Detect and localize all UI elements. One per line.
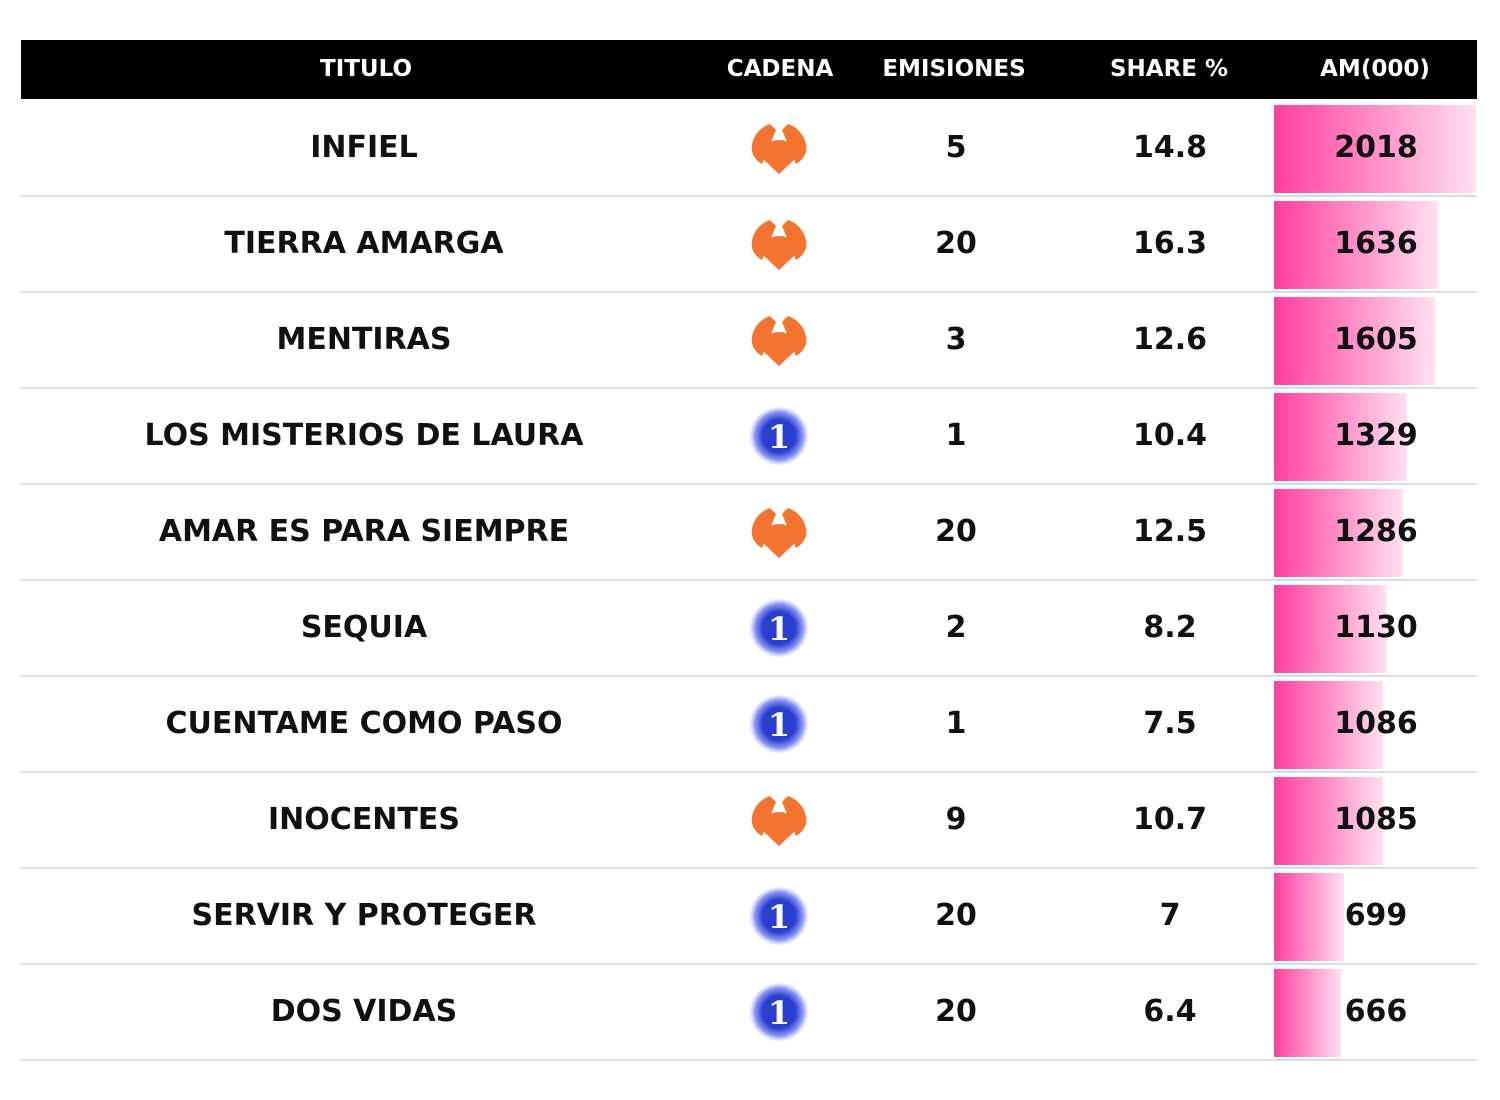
- cell-emisiones: 5: [945, 130, 967, 165]
- table-row: SEQUIA 1 2 8.2 1130: [21, 581, 1477, 677]
- cell-emisiones: 3: [945, 322, 967, 357]
- table-row: DOS VIDAS 1 20 6.4 666: [21, 965, 1477, 1061]
- cell-am: 666: [1344, 994, 1408, 1029]
- antena3-logo-icon: [748, 502, 810, 562]
- la1-logo-icon: 1: [748, 598, 810, 658]
- row-divider: [21, 867, 1477, 869]
- table-row: INFIEL 5 14.8 2018: [21, 101, 1477, 197]
- cell-emisiones: 1: [945, 706, 967, 741]
- cell-share: 8.2: [1143, 610, 1197, 645]
- cell-share: 7.5: [1143, 706, 1197, 741]
- cell-emisiones: 20: [935, 226, 977, 261]
- am-bar: [1274, 585, 1387, 673]
- cell-titulo: INFIEL: [310, 130, 418, 165]
- cell-am: 1086: [1334, 706, 1418, 741]
- table-row: MENTIRAS 3 12.6 1605: [21, 293, 1477, 389]
- cell-titulo: DOS VIDAS: [270, 994, 458, 1029]
- header-share: SHARE %: [1109, 56, 1229, 82]
- am-bar: [1274, 873, 1344, 961]
- am-bar: [1274, 105, 1476, 193]
- la1-logo-icon: 1: [748, 982, 810, 1042]
- cell-share: 12.5: [1132, 514, 1208, 549]
- cell-emisiones: 1: [945, 418, 967, 453]
- cell-am: 1636: [1334, 226, 1418, 261]
- antena3-logo-icon: [748, 790, 810, 850]
- cell-share: 10.7: [1132, 802, 1208, 837]
- am-bar: [1274, 777, 1383, 865]
- row-divider: [21, 771, 1477, 773]
- table-row: TIERRA AMARGA 20 16.3 1636: [21, 197, 1477, 293]
- cell-share: 12.6: [1132, 322, 1208, 357]
- row-divider: [21, 291, 1477, 293]
- cell-titulo: AMAR ES PARA SIEMPRE: [158, 514, 570, 549]
- cell-am: 1329: [1334, 418, 1418, 453]
- cell-share: 14.8: [1132, 130, 1208, 165]
- cell-titulo: SEQUIA: [300, 610, 428, 645]
- row-divider: [21, 963, 1477, 965]
- row-divider: [21, 483, 1477, 485]
- svg-text:1: 1: [768, 418, 790, 456]
- header-am: AM(000): [1320, 56, 1430, 82]
- row-divider: [21, 579, 1477, 581]
- am-bar: [1274, 393, 1407, 481]
- header-emisiones: EMISIONES: [882, 56, 1026, 82]
- row-divider: [21, 675, 1477, 677]
- svg-text:1: 1: [768, 994, 790, 1032]
- table-row: INOCENTES 9 10.7 1085: [21, 773, 1477, 869]
- svg-text:1: 1: [768, 610, 790, 648]
- cell-am: 2018: [1334, 130, 1418, 165]
- cell-titulo: MENTIRAS: [276, 322, 452, 357]
- cell-emisiones: 20: [935, 898, 977, 933]
- cell-am: 1286: [1334, 514, 1418, 549]
- cell-emisiones: 9: [945, 802, 967, 837]
- row-divider: [21, 1059, 1477, 1061]
- am-bar: [1274, 297, 1435, 385]
- table-row: AMAR ES PARA SIEMPRE 20 12.5 1286: [21, 485, 1477, 581]
- cell-titulo: SERVIR Y PROTEGER: [191, 898, 537, 933]
- cell-titulo: CUENTAME COMO PASO: [165, 706, 563, 741]
- la1-logo-icon: 1: [748, 694, 810, 754]
- cell-share: 6.4: [1143, 994, 1197, 1029]
- am-bar: [1274, 201, 1438, 289]
- antena3-logo-icon: [748, 118, 810, 178]
- svg-text:1: 1: [768, 898, 790, 936]
- am-bar: [1274, 969, 1341, 1057]
- antena3-logo-icon: [748, 214, 810, 274]
- cell-emisiones: 20: [935, 514, 977, 549]
- row-divider: [21, 195, 1477, 197]
- am-bar: [1274, 681, 1383, 769]
- cell-am: 1130: [1334, 610, 1418, 645]
- la1-logo-icon: 1: [748, 886, 810, 946]
- table-row: CUENTAME COMO PASO 1 1 7.5 1086: [21, 677, 1477, 773]
- am-bar: [1274, 489, 1403, 577]
- svg-text:1: 1: [768, 706, 790, 744]
- la1-logo-icon: 1: [748, 406, 810, 466]
- row-divider: [21, 387, 1477, 389]
- cell-emisiones: 2: [945, 610, 967, 645]
- cell-titulo: LOS MISTERIOS DE LAURA: [144, 418, 584, 453]
- cell-titulo: TIERRA AMARGA: [224, 226, 504, 261]
- cell-emisiones: 20: [935, 994, 977, 1029]
- header-titulo: TITULO: [320, 56, 412, 82]
- table-row: LOS MISTERIOS DE LAURA 1 1 10.4 1329: [21, 389, 1477, 485]
- cell-am: 699: [1344, 898, 1408, 933]
- header-cadena: CADENA: [726, 56, 834, 82]
- cell-share: 7: [1159, 898, 1181, 933]
- cell-share: 10.4: [1132, 418, 1208, 453]
- table-header: TITULO CADENA EMISIONES SHARE % AM(000): [21, 40, 1477, 99]
- antena3-logo-icon: [748, 310, 810, 370]
- cell-share: 16.3: [1132, 226, 1208, 261]
- table-row: SERVIR Y PROTEGER 1 20 7 699: [21, 869, 1477, 965]
- cell-am: 1605: [1334, 322, 1418, 357]
- cell-titulo: INOCENTES: [268, 802, 460, 837]
- cell-am: 1085: [1334, 802, 1418, 837]
